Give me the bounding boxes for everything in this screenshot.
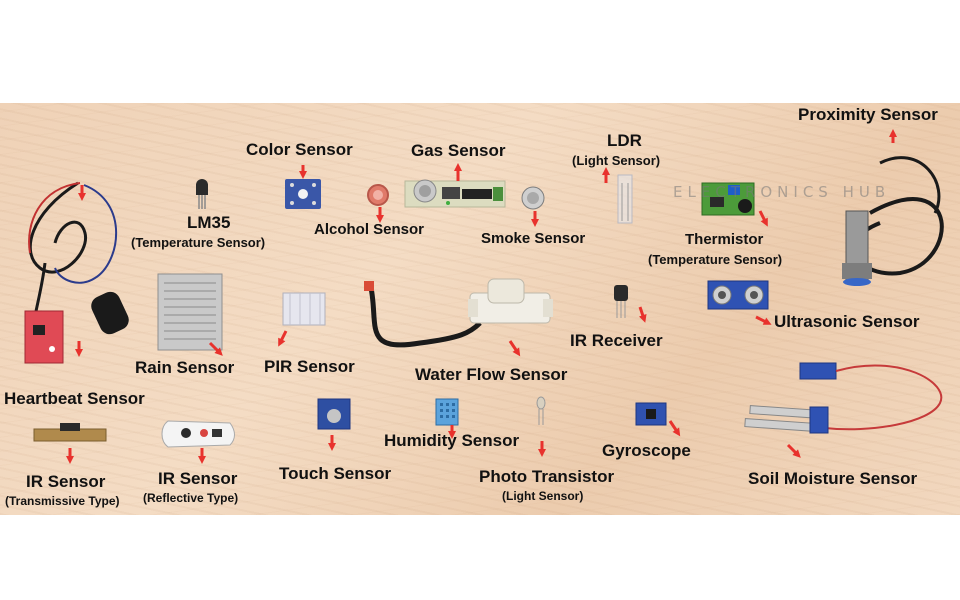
ir-reflective-device	[161, 420, 235, 448]
smoke-sensor-device	[521, 186, 545, 210]
label-pir-sensor: PIR Sensor	[264, 357, 355, 376]
sensors-illustration	[24, 129, 944, 464]
label-ir-sensor-reflective-sub: (Reflective Type)	[143, 491, 239, 505]
gas-sensor-device	[404, 179, 506, 208]
label-soil-moisture-sensor: Soil Moisture Sensor	[748, 469, 918, 488]
label-thermistor-sub: (Temperature Sensor)	[648, 252, 783, 267]
photo-transistor-device	[536, 396, 546, 425]
label-photo-transistor: Photo Transistor	[479, 467, 615, 486]
label-ultrasonic-sensor: Ultrasonic Sensor	[774, 312, 920, 331]
soil-moisture-sensor-device	[744, 362, 943, 434]
label-ir-sensor-reflective: IR Sensor	[158, 469, 238, 488]
label-color-sensor: Color Sensor	[246, 140, 353, 159]
proximity-sensor-device	[842, 156, 944, 286]
label-smoke-sensor: Smoke Sensor	[481, 230, 586, 247]
humidity-sensor-device	[435, 398, 459, 426]
label-humidity-sensor: Humidity Sensor	[384, 431, 520, 450]
ir-transmissive-device	[33, 423, 107, 442]
label-gyroscope: Gyroscope	[602, 441, 691, 460]
lm35-device	[196, 179, 208, 209]
label-ir-sensor-transmissive-sub: (Transmissive Type)	[5, 494, 120, 508]
label-ir-sensor-transmissive: IR Sensor	[26, 472, 106, 491]
touch-sensor-device	[317, 398, 351, 430]
label-ldr-sub: (Light Sensor)	[572, 153, 661, 168]
watermark: ELECTRONICS HUB	[673, 183, 891, 201]
label-photo-transistor-sub: (Light Sensor)	[502, 489, 584, 503]
rain-sensor-device	[157, 273, 223, 351]
alcohol-sensor-device	[367, 184, 389, 206]
thermistor-device	[701, 182, 755, 216]
label-ir-receiver: IR Receiver	[570, 331, 663, 350]
label-alcohol-sensor: Alcohol Sensor	[314, 221, 425, 238]
label-touch-sensor: Touch Sensor	[279, 464, 392, 483]
ir-receiver-device	[614, 285, 628, 318]
pir-sensor-device	[282, 292, 326, 326]
label-gas-sensor: Gas Sensor	[411, 141, 506, 160]
ldr-device	[617, 174, 633, 224]
label-lm35-sub: (Temperature Sensor)	[131, 235, 266, 250]
label-ldr: LDR	[607, 131, 642, 150]
heartbeat-sensor-device	[24, 181, 129, 364]
label-rain-sensor: Rain Sensor	[135, 358, 235, 377]
label-water-flow-sensor: Water Flow Sensor	[415, 365, 568, 384]
color-sensor-device	[285, 179, 321, 209]
label-lm35: LM35	[187, 213, 231, 232]
label-thermistor: Thermistor	[685, 231, 764, 248]
sensor-board-photo: ELECTRONICS HUB Proximity Sensor Color S…	[0, 103, 960, 515]
label-arrows	[66, 129, 897, 464]
ultrasonic-sensor-device	[707, 280, 769, 310]
gyroscope-device	[635, 402, 667, 426]
label-heartbeat-sensor: Heartbeat Sensor	[4, 389, 145, 408]
label-proximity-sensor: Proximity Sensor	[798, 105, 938, 124]
water-flow-sensor-device	[364, 278, 553, 348]
